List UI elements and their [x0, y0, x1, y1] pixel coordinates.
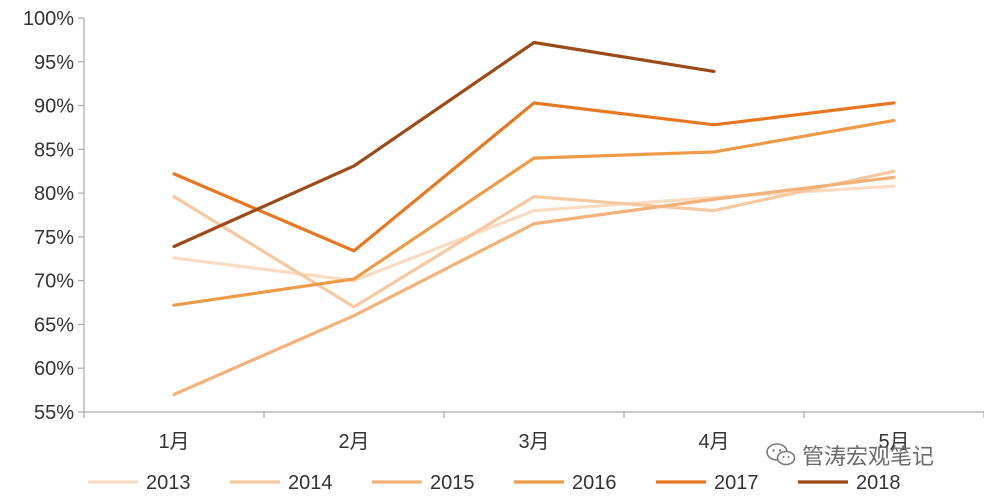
chart-axes	[78, 17, 984, 418]
wechat-icon	[766, 443, 796, 466]
x-tick-label: 1月	[158, 431, 189, 453]
x-tick-label: 4月	[698, 431, 729, 453]
series-line-2017	[172, 101, 896, 253]
legend-label-2015: 2015	[430, 472, 475, 494]
watermark: 管涛宏观笔记	[766, 440, 934, 470]
series-line-2016	[172, 118, 896, 307]
y-tick-label: 55%	[34, 402, 74, 424]
y-tick-label: 95%	[34, 52, 74, 74]
y-tick-label: 70%	[34, 271, 74, 293]
y-tick-label: 90%	[34, 96, 74, 118]
series-line-2018	[172, 40, 716, 249]
y-tick-label: 85%	[34, 139, 74, 161]
y-tick-labels: 55% 60% 65% 70% 75% 80% 85% 90% 95% 100%	[23, 8, 74, 424]
legend-label-2016: 2016	[572, 472, 617, 494]
legend-label-2014: 2014	[288, 472, 333, 494]
legend-label-2017: 2017	[714, 472, 759, 494]
series-line-2014	[172, 169, 896, 309]
y-tick-label: 60%	[34, 358, 74, 380]
x-tick-label: 2月	[338, 431, 369, 453]
series-line-2015	[172, 175, 896, 397]
legend-label-2018: 2018	[856, 472, 901, 494]
series-lines	[172, 40, 896, 397]
x-tick-label: 3月	[518, 431, 549, 453]
y-tick-label: 80%	[34, 183, 74, 205]
legend: 2013 2014 2015 2016 2017 2018	[88, 472, 901, 494]
x-tick-label: 5月	[878, 431, 909, 453]
y-tick-label: 75%	[34, 227, 74, 249]
legend-label-2013: 2013	[146, 472, 191, 494]
x-tick-labels: 1月 2月 3月 4月 5月	[158, 431, 909, 453]
y-tick-label: 65%	[34, 314, 74, 336]
series-line-2013	[172, 184, 896, 283]
y-tick-label: 100%	[23, 8, 74, 30]
watermark-text: 管涛宏观笔记	[802, 445, 935, 470]
